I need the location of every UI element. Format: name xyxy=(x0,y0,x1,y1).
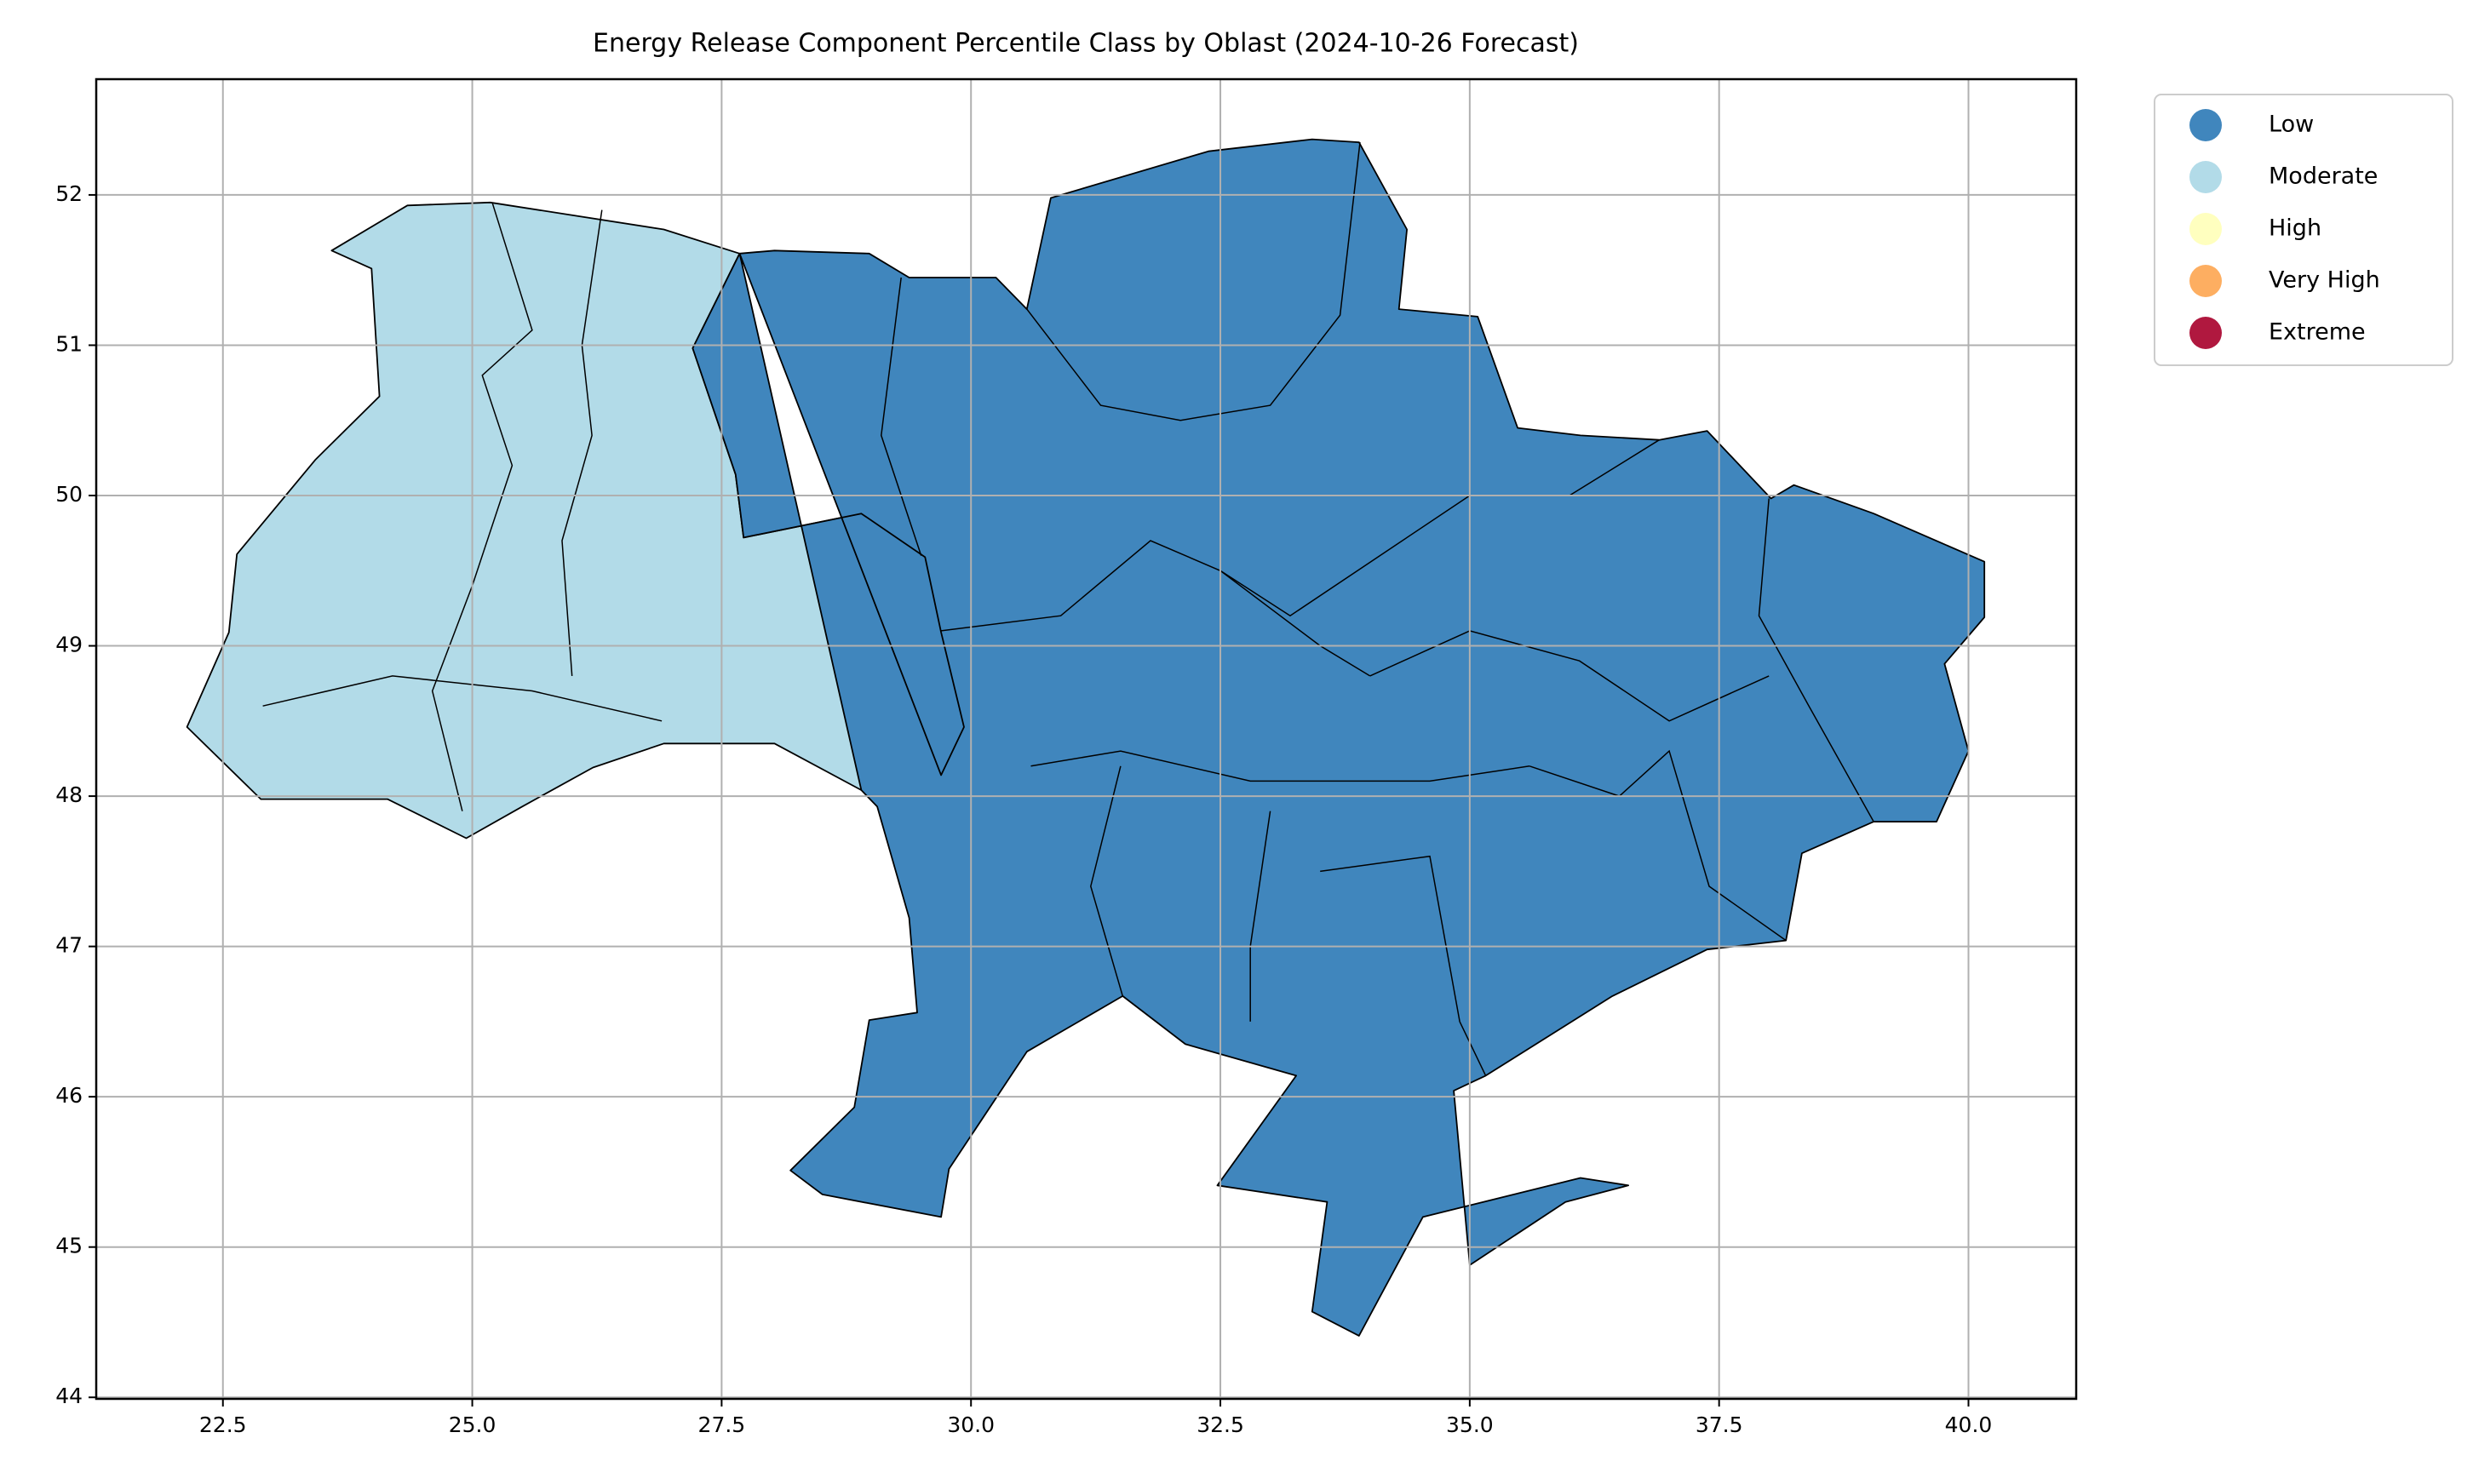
region-border xyxy=(1320,855,1487,1076)
x-tick-label: 40.0 xyxy=(1945,1412,1993,1437)
y-tick-label: 51 xyxy=(55,331,83,356)
y-tick-label: 48 xyxy=(55,782,83,807)
y-tick-label: 46 xyxy=(55,1083,83,1108)
region-border xyxy=(1529,749,1787,942)
legend-label: High xyxy=(2269,215,2321,242)
y-tick-label: 52 xyxy=(55,181,83,206)
chart-title: Energy Release Component Percentile Clas… xyxy=(593,29,1579,59)
region xyxy=(691,138,1986,1337)
y-tick-label: 50 xyxy=(55,482,83,507)
legend-label: Low xyxy=(2269,112,2314,138)
region-border xyxy=(561,209,603,676)
region-border xyxy=(1030,750,1530,782)
legend-label: Very High xyxy=(2269,267,2380,294)
region-border xyxy=(881,277,922,556)
x-tick-label: 37.5 xyxy=(1696,1412,1743,1437)
x-tick-label: 35.0 xyxy=(1446,1412,1494,1437)
x-tick-label: 30.0 xyxy=(947,1412,995,1437)
x-tick-label: 32.5 xyxy=(1196,1412,1244,1437)
legend-box xyxy=(2154,94,2453,366)
y-tick-label: 47 xyxy=(55,933,83,958)
legend-marker xyxy=(2189,317,2222,349)
y-tick-label: 45 xyxy=(55,1234,83,1258)
axes-frame xyxy=(95,77,2078,1401)
legend-marker xyxy=(2189,213,2222,245)
legend-marker xyxy=(2189,161,2222,193)
map-layer xyxy=(186,138,1986,1337)
legend-label: Extreme xyxy=(2269,319,2366,346)
region-border xyxy=(1090,765,1124,997)
y-tick-label: 49 xyxy=(55,633,83,657)
y-tick-label: 44 xyxy=(55,1384,83,1408)
legend-marker xyxy=(2189,109,2222,141)
region-border xyxy=(431,202,533,811)
legend-label: Moderate xyxy=(2269,163,2378,190)
x-tick-label: 25.0 xyxy=(449,1412,496,1437)
legend: Low Moderate High Very High Extreme xyxy=(2189,109,2380,349)
region-border xyxy=(1026,142,1361,421)
region-border xyxy=(941,540,1371,677)
region-border xyxy=(1758,498,1874,822)
x-tick-label: 22.5 xyxy=(199,1412,247,1437)
x-tick-label: 27.5 xyxy=(698,1412,746,1437)
legend-marker xyxy=(2189,265,2222,297)
grid-layer xyxy=(89,79,2076,1407)
region-border xyxy=(262,675,663,722)
